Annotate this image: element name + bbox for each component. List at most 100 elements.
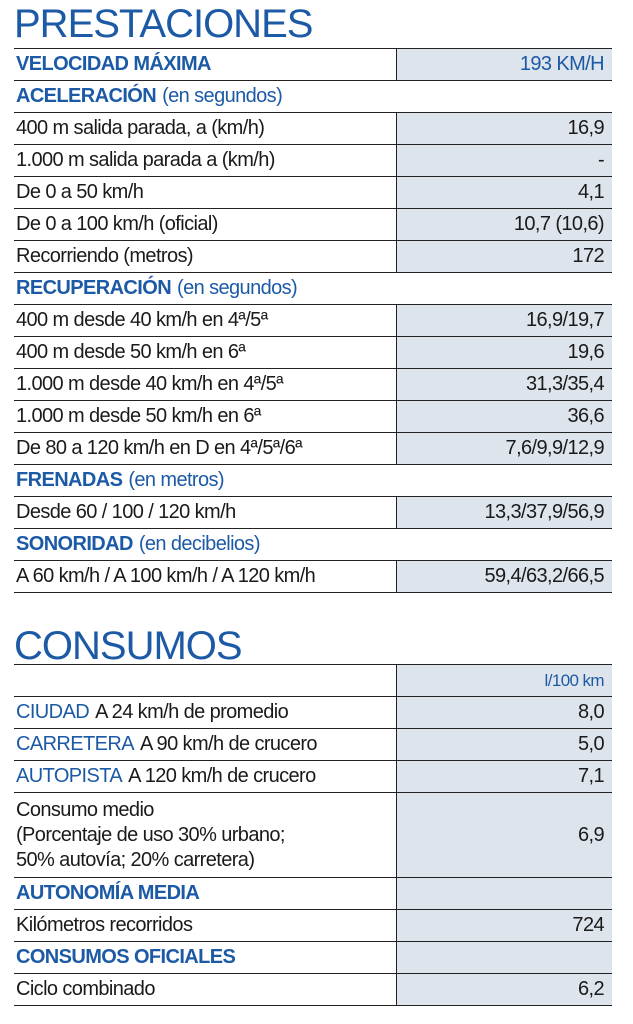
- value: 13,3/37,9/56,9: [396, 497, 612, 528]
- row-text: A 90 km/h de crucero: [139, 733, 318, 755]
- label: 400 m salida parada, a (km/h): [14, 113, 396, 144]
- group-header: CONSUMOS OFICIALES: [14, 942, 612, 974]
- label: De 0 a 100 km/h (oficial): [14, 209, 396, 240]
- row: 400 m desde 50 km/h en 6ª 19,6: [14, 337, 612, 369]
- group-note: (en decibelios): [138, 533, 261, 555]
- row: CARRETERA A 90 km/h de crucero 5,0: [14, 729, 612, 761]
- value-text: 7,1: [577, 765, 605, 787]
- group-title: SONORIDAD: [16, 533, 133, 555]
- row: 1.000 m desde 40 km/h en 4ª/5ª 31,3/35,4: [14, 369, 612, 401]
- label: Desde 60 / 100 / 120 km/h: [14, 497, 396, 528]
- label: Recorriendo (metros): [14, 241, 396, 272]
- value: 36,6: [396, 401, 612, 432]
- label-line: (Porcentaje de uso 30% urbano;: [16, 823, 285, 846]
- section-title: PRESTACIONES: [14, 2, 313, 46]
- group-header: AUTONOMÍA MEDIA: [14, 878, 612, 910]
- row-key: AUTOPISTA: [16, 765, 123, 787]
- unit-text: l/100 km: [544, 670, 605, 690]
- label: 1.000 m desde 40 km/h en 4ª/5ª: [14, 369, 396, 400]
- label-line: Consumo medio: [16, 798, 154, 821]
- value: -: [396, 145, 612, 176]
- label-text: De 80 a 120 km/h en D en 4ª/5ª/6ª: [16, 437, 303, 459]
- group-header: RECUPERACIÓN (en segundos): [14, 273, 612, 305]
- empty-cell: [396, 942, 612, 973]
- label: Ciclo combinado: [14, 974, 396, 1005]
- label-text: 1.000 m salida parada a (km/h): [16, 149, 275, 171]
- value-text: 10,7 (10,6): [513, 213, 605, 235]
- row: De 80 a 120 km/h en D en 4ª/5ª/6ª 7,6/9,9…: [14, 433, 612, 465]
- row: 400 m salida parada, a (km/h) 16,9: [14, 113, 612, 145]
- label: De 80 a 120 km/h en D en 4ª/5ª/6ª: [14, 433, 396, 464]
- value-text: 4,1: [577, 181, 605, 203]
- row: l/100 km: [14, 665, 612, 697]
- label-text: Ciclo combinado: [16, 978, 155, 1000]
- label: Consumo medio (Porcentaje de uso 30% urba…: [14, 793, 396, 877]
- group-label: SONORIDAD (en decibelios): [14, 529, 612, 560]
- value-text: -: [597, 149, 605, 171]
- value-text: 6,9: [577, 823, 605, 846]
- value: 19,6: [396, 337, 612, 368]
- table: VELOCIDAD MÁXIMA 193 KM/H ACELERACIÓN (en s…: [14, 48, 612, 593]
- value-text: 16,9: [567, 117, 604, 139]
- value: 59,4/63,2/66,5: [396, 561, 612, 592]
- value-text: 59,4/63,2/66,5: [484, 565, 605, 587]
- value: 724: [396, 910, 612, 941]
- value-text: 724: [572, 914, 604, 936]
- row: Ciclo combinado 6,2: [14, 974, 612, 1006]
- row: 1.000 m desde 50 km/h en 6ª 36,6: [14, 401, 612, 433]
- group-header: FRENADAS (en metros): [14, 465, 612, 497]
- label: CARRETERA A 90 km/h de crucero: [14, 729, 396, 760]
- value: 16,9/19,7: [396, 305, 612, 336]
- label: VELOCIDAD MÁXIMA: [14, 49, 396, 80]
- group-header: SONORIDAD (en decibelios): [14, 529, 612, 561]
- value-text: 5,0: [577, 733, 605, 755]
- group-note: (en segundos): [177, 277, 298, 299]
- group-label: FRENADAS (en metros): [14, 465, 612, 496]
- value: 6,2: [396, 974, 612, 1005]
- group-title: AUTONOMÍA MEDIA: [14, 878, 396, 909]
- label: 400 m desde 50 km/h en 6ª: [14, 337, 396, 368]
- label-text: 400 m desde 40 km/h en 4ª/5ª: [16, 309, 268, 331]
- value-text: 16,9/19,7: [525, 309, 605, 331]
- label: AUTOPISTA A 120 km/h de crucero: [14, 761, 396, 792]
- group-header: ACELERACIÓN (en segundos): [14, 81, 612, 113]
- value-text: 193 KM/H: [519, 53, 605, 75]
- value-text: 172: [572, 245, 604, 267]
- label: [14, 665, 396, 696]
- row: De 0 a 100 km/h (oficial) 10,7 (10,6): [14, 209, 612, 241]
- value: 172: [396, 241, 612, 272]
- row: Kilómetros recorridos 724: [14, 910, 612, 942]
- value: 10,7 (10,6): [396, 209, 612, 240]
- row: De 0 a 50 km/h 4,1: [14, 177, 612, 209]
- row: CIUDAD A 24 km/h de promedio 8,0: [14, 697, 612, 729]
- value-text: 13,3/37,9/56,9: [484, 501, 605, 523]
- row: Desde 60 / 100 / 120 km/h 13,3/37,9/56,9: [14, 497, 612, 529]
- value: 7,1: [396, 761, 612, 792]
- label: 1.000 m salida parada a (km/h): [14, 145, 396, 176]
- label-text: 1.000 m desde 40 km/h en 4ª/5ª: [16, 373, 284, 395]
- value-text: 36,6: [567, 405, 604, 427]
- section-title: CONSUMOS: [14, 624, 243, 668]
- row: 1.000 m salida parada a (km/h) -: [14, 145, 612, 177]
- row: 400 m desde 40 km/h en 4ª/5ª 16,9/19,7: [14, 305, 612, 337]
- label: 400 m desde 40 km/h en 4ª/5ª: [14, 305, 396, 336]
- table: l/100 km CIUDAD A 24 km/h de promedio 8,0 CA…: [14, 664, 612, 1006]
- label-text: VELOCIDAD MÁXIMA: [16, 53, 211, 75]
- value: 193 KM/H: [396, 49, 612, 80]
- group-label: ACELERACIÓN (en segundos): [14, 81, 612, 112]
- label-text: 400 m desde 50 km/h en 6ª: [16, 341, 246, 363]
- value: 6,9: [396, 793, 612, 877]
- label-text: 1.000 m desde 50 km/h en 6ª: [16, 405, 261, 427]
- label-text: A 60 km/h / A 100 km/h / A 120 km/h: [16, 565, 316, 587]
- value: 31,3/35,4: [396, 369, 612, 400]
- group-note: (en metros): [128, 469, 224, 491]
- value: 8,0: [396, 697, 612, 728]
- group-title: FRENADAS: [16, 469, 123, 491]
- unit: l/100 km: [396, 665, 612, 696]
- row: A 60 km/h / A 100 km/h / A 120 km/h 59,4/…: [14, 561, 612, 593]
- group-note: (en segundos): [162, 85, 283, 107]
- value-text: 8,0: [577, 701, 605, 723]
- value: 5,0: [396, 729, 612, 760]
- label: CIUDAD A 24 km/h de promedio: [14, 697, 396, 728]
